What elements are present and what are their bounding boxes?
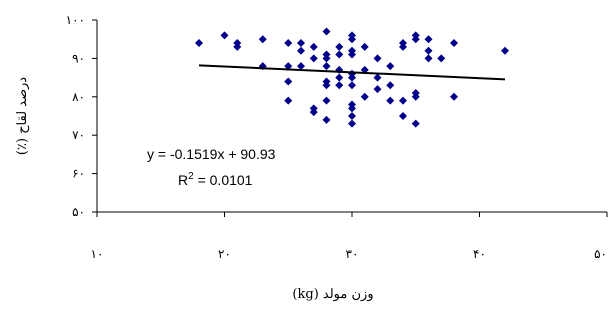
- data-point: [411, 92, 420, 101]
- data-point: [284, 77, 293, 86]
- data-point: [386, 96, 395, 105]
- data-point: [360, 92, 369, 101]
- data-point: [220, 31, 229, 40]
- data-point: [424, 54, 433, 63]
- data-point: [309, 54, 318, 63]
- y-tick-label: ۱۰۰: [66, 13, 85, 27]
- x-tick-label: ۵۰: [594, 247, 607, 261]
- data-point: [258, 35, 267, 44]
- data-point: [348, 35, 356, 44]
- data-point: [386, 81, 395, 90]
- r-squared-label: R2 = 0.0101: [178, 171, 253, 188]
- trendline: [198, 64, 506, 81]
- data-point: [399, 112, 407, 120]
- data-point: [309, 42, 318, 51]
- data-point: [335, 81, 344, 90]
- data-point: [195, 39, 203, 48]
- x-axis-title: وزن مولد (kg): [292, 287, 373, 302]
- data-point: [348, 104, 356, 113]
- x-tick-label: ۱۰: [91, 247, 104, 261]
- data-point: [348, 112, 356, 120]
- data-point: [284, 96, 293, 105]
- data-point: [233, 42, 242, 51]
- x-tick-label: ۲۰: [218, 247, 231, 261]
- data-point: [297, 62, 305, 71]
- data-point: [399, 42, 407, 51]
- r-squared-superscript: 2: [188, 171, 194, 182]
- y-tick-label: ۶۰: [72, 167, 85, 181]
- data-point: [335, 42, 344, 51]
- data-point: [297, 39, 305, 48]
- data-point: [373, 54, 382, 63]
- y-tick-label: ۸۰: [72, 90, 85, 104]
- data-point: [399, 96, 407, 105]
- data-point: [322, 115, 331, 124]
- data-point: [335, 50, 344, 59]
- data-point: [284, 62, 293, 71]
- data-point: [450, 92, 458, 101]
- data-point: [348, 119, 356, 128]
- data-point: [309, 108, 318, 117]
- data-point: [322, 81, 331, 90]
- data-point: [360, 42, 369, 51]
- data-point: [424, 46, 433, 55]
- y-ticks: ۵۰ ۶۰ ۷۰ ۸۰ ۹۰ ۱۰۰: [66, 13, 97, 219]
- data-point: [411, 119, 420, 128]
- data-point: [322, 96, 331, 105]
- data-point: [437, 54, 446, 63]
- r-squared-value: = 0.0101: [194, 172, 253, 188]
- data-point: [335, 73, 344, 82]
- trendline-equation: y = -0.1519x + 90.93: [147, 146, 276, 162]
- data-point: [322, 27, 331, 36]
- data-point: [322, 62, 331, 71]
- data-point: [348, 81, 356, 90]
- data-point: [373, 73, 382, 82]
- data-point: [348, 50, 356, 59]
- y-tick-label: ۹۰: [72, 51, 85, 65]
- data-point: [411, 35, 420, 44]
- data-point: [386, 62, 395, 71]
- x-ticks: ۱۰ ۲۰ ۳۰ ۴۰ ۵۰: [91, 212, 608, 261]
- y-tick-label: ۵۰: [72, 205, 85, 219]
- x-tick-label: ۳۰: [346, 247, 359, 261]
- data-point: [373, 85, 382, 94]
- data-point: [297, 46, 305, 55]
- data-point: [348, 73, 356, 82]
- data-point: [450, 39, 458, 48]
- y-axis-title: درصد لقاح (٪): [15, 77, 30, 155]
- y-tick-label: ۷۰: [72, 128, 85, 142]
- x-tick-label: ۴۰: [473, 247, 486, 261]
- data-point: [501, 46, 509, 55]
- data-point: [424, 35, 433, 44]
- data-point: [322, 54, 331, 63]
- data-point: [284, 39, 293, 48]
- r-squared-symbol: R: [178, 172, 188, 188]
